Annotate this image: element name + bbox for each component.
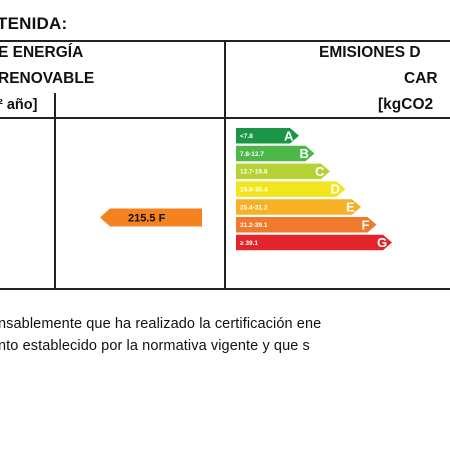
scale-bar-f: 31.2-39.1 F bbox=[236, 217, 377, 233]
scale-bar-shape bbox=[236, 199, 361, 215]
scale-letter-label: A bbox=[284, 128, 294, 143]
scale-range-label: 19.8-30.4 bbox=[240, 186, 268, 193]
left-header-line1: E ENERGÍA bbox=[0, 44, 84, 61]
scale-letter-label: B bbox=[300, 146, 309, 161]
left-header-line2: RENOVABLE bbox=[0, 70, 95, 87]
scale-bar-shape bbox=[236, 145, 315, 162]
scale-bar-shape bbox=[236, 128, 299, 144]
paragraph-line1: nsablemente que ha realizado la certific… bbox=[0, 316, 322, 332]
left-header-underline bbox=[0, 117, 224, 119]
paragraph-line2: nto establecido por la normativa vigente… bbox=[0, 338, 310, 354]
indicator-arrow bbox=[100, 208, 202, 227]
right-header-underline bbox=[224, 117, 450, 119]
indicator-value: 215.5 F bbox=[128, 213, 166, 225]
scale-range-label: ≥ 39.1 bbox=[240, 240, 258, 247]
scale-range-label: 12.7-19.8 bbox=[240, 169, 268, 176]
scale-bar-shape bbox=[236, 217, 377, 233]
emissions-scale: <7.8 A 7.8-12.7 B 12.7-19.8 C 19.8-30.4 D 25.4-3… bbox=[236, 128, 392, 251]
scale-range-label: 31.2-39.1 bbox=[240, 222, 268, 229]
scale-letter-label: C bbox=[315, 164, 325, 179]
scale-letter-label: D bbox=[331, 182, 340, 197]
scale-bar-b: 7.8-12.7 B bbox=[236, 145, 315, 162]
scale-range-label: 7.8-12.7 bbox=[240, 151, 264, 158]
right-header-line2: CAR bbox=[404, 70, 438, 87]
scale-bar-shape bbox=[236, 163, 330, 180]
scale-range-label: 25.4-31.2 bbox=[240, 204, 268, 211]
scale-range-label: <7.8 bbox=[240, 133, 253, 140]
table-top-border bbox=[0, 40, 450, 42]
scale-letter-label: F bbox=[362, 217, 370, 232]
energy-indicator: 215.5 F bbox=[100, 208, 202, 227]
right-header-line3: [kgCO2 bbox=[378, 96, 434, 113]
right-header-line1: EMISIONES D bbox=[319, 44, 421, 61]
scale-bar-g: ≥ 39.1 G bbox=[236, 234, 392, 251]
scale-bar-a: <7.8 A bbox=[236, 128, 299, 144]
scale-bar-c: 12.7-19.8 C bbox=[236, 163, 330, 180]
scale-bar-d: 19.8-30.4 D bbox=[236, 181, 346, 197]
left-header-line3: ² año] bbox=[0, 97, 38, 113]
left-subcolumn-divider bbox=[54, 93, 56, 289]
scale-letter-label: E bbox=[346, 199, 355, 214]
scale-letter-label: G bbox=[377, 235, 387, 250]
scale-bar-shape bbox=[236, 234, 392, 251]
column-divider bbox=[224, 41, 226, 289]
scale-bar-e: 25.4-31.2 E bbox=[236, 199, 361, 215]
section-title: TENIDA: bbox=[0, 14, 68, 33]
scale-bar-shape bbox=[236, 181, 346, 197]
